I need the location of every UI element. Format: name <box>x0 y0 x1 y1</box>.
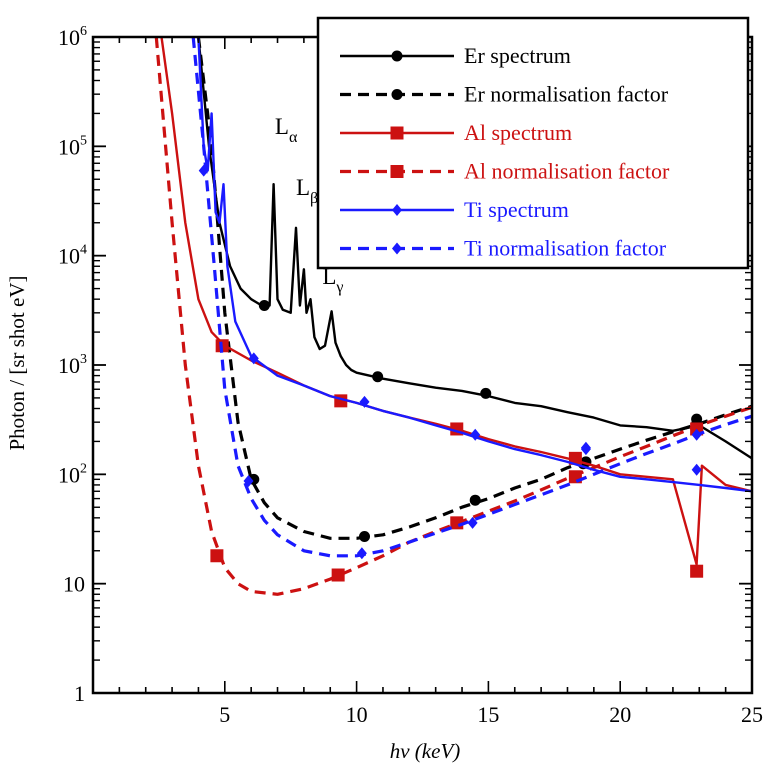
legend: Er spectrum Er normalisation factor Al spe… <box>316 16 750 270</box>
data-point <box>356 547 367 560</box>
legend-entry: Al spectrum <box>340 120 572 145</box>
y-tick-label: 102 <box>58 461 87 487</box>
legend-label: Ti normalisation factor <box>464 236 667 261</box>
legend-swatch-marker <box>392 242 402 255</box>
data-point <box>210 549 224 563</box>
series-line <box>160 37 752 566</box>
legend-entry: Ti normalisation factor <box>340 236 667 261</box>
data-point <box>243 474 254 487</box>
legend-entry: Er spectrum <box>340 43 571 68</box>
data-point <box>470 428 481 441</box>
annotations: Lα Lβ Lγ <box>275 114 344 296</box>
legend-label: Er spectrum <box>464 43 571 68</box>
data-point <box>359 531 371 543</box>
data-point <box>331 568 345 582</box>
x-axis-label: hν (keV) <box>390 739 461 763</box>
axes: 5 10 15 20 25 1 10 102 103 104 105 106 <box>58 24 763 727</box>
data-point <box>469 494 481 506</box>
y-tick-label: 105 <box>58 133 87 159</box>
x-tick-label: 15 <box>477 702 499 727</box>
data-point <box>198 164 209 177</box>
data-point <box>372 371 384 383</box>
data-point <box>248 352 259 365</box>
data-point <box>568 451 582 465</box>
legend-box <box>316 16 750 270</box>
data-point <box>690 564 704 578</box>
peak-annotation: Lγ <box>322 264 343 296</box>
series-5 <box>191 37 752 560</box>
y-tick-label: 106 <box>58 24 87 50</box>
series-line <box>196 37 752 540</box>
peak-annotation: Lβ <box>296 175 318 207</box>
legend-swatch-marker <box>390 165 404 178</box>
data-point <box>258 300 270 312</box>
x-tick-label: 10 <box>346 702 368 727</box>
peak-annotation: Lα <box>275 114 298 146</box>
series-line <box>197 37 752 493</box>
data-point <box>691 428 702 441</box>
series-4 <box>197 37 752 493</box>
series-0 <box>197 37 752 468</box>
legend-label: Al normalisation factor <box>464 159 670 184</box>
legend-entry: Ti spectrum <box>340 197 569 222</box>
y-tick-label: 103 <box>58 352 87 378</box>
legend-entry: Er normalisation factor <box>340 82 669 107</box>
data-point <box>691 463 702 476</box>
data-point <box>467 516 478 529</box>
y-axis-label: Photon / [sr shot eV] <box>5 276 29 451</box>
legend-swatch-marker <box>391 89 403 100</box>
data-point <box>480 387 492 399</box>
data-point <box>580 443 591 456</box>
series-line <box>191 37 752 558</box>
legend-swatch-marker <box>392 204 402 216</box>
legend-swatch-marker <box>391 50 403 62</box>
x-tick-label: 20 <box>609 702 631 727</box>
legend-label: Er normalisation factor <box>464 82 669 107</box>
legend-label: Ti spectrum <box>464 197 569 222</box>
y-tick-label: 1 <box>74 681 85 706</box>
legend-label: Al spectrum <box>464 120 572 145</box>
x-tick-label: 5 <box>219 702 230 727</box>
legend-swatch-marker <box>390 126 404 140</box>
legend-entry: Al normalisation factor <box>340 159 670 184</box>
series-layer <box>154 37 752 596</box>
y-tick-label: 104 <box>58 243 87 269</box>
y-tick-label: 10 <box>63 572 85 597</box>
data-point <box>359 395 370 408</box>
x-tick-label: 25 <box>741 702 763 727</box>
